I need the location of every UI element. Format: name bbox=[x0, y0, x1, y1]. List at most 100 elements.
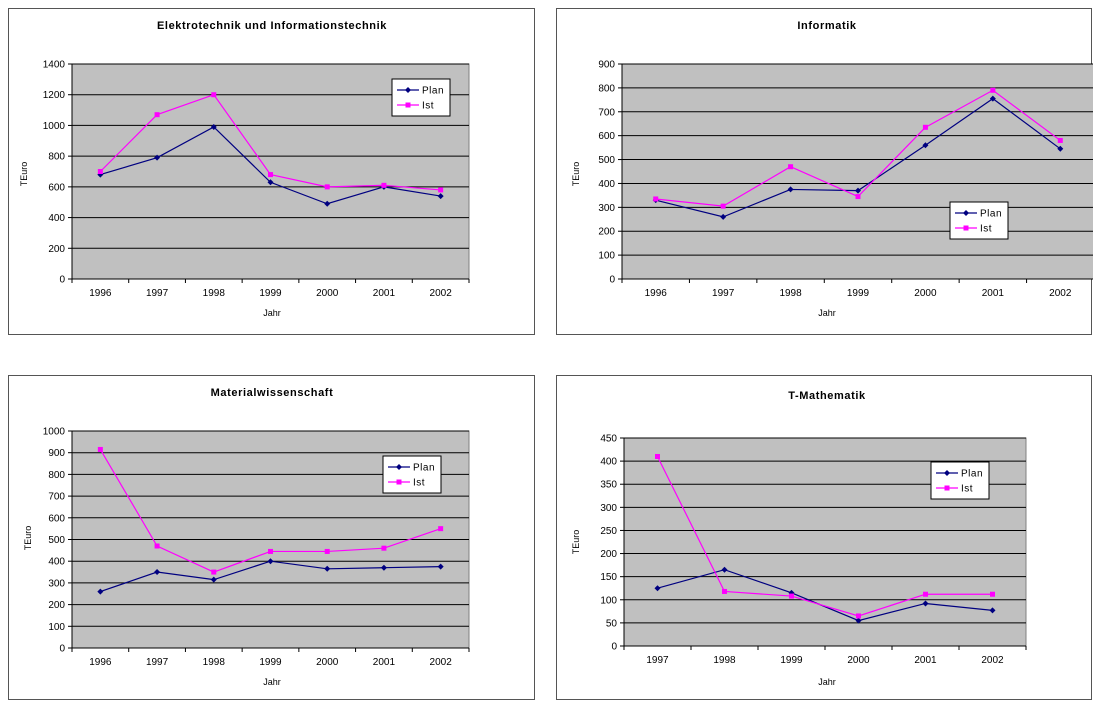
data-point-plan bbox=[154, 154, 161, 161]
data-point-ist bbox=[211, 569, 217, 575]
x-tick-label: 1996 bbox=[645, 288, 668, 299]
data-point-ist bbox=[990, 87, 996, 93]
x-tick-label: 2002 bbox=[430, 657, 453, 668]
y-tick-label: 400 bbox=[48, 557, 65, 568]
y-tick-label: 400 bbox=[48, 213, 65, 224]
data-point-plan bbox=[437, 563, 444, 570]
x-tick-label: 1997 bbox=[712, 288, 735, 299]
x-tick-label: 1999 bbox=[259, 657, 282, 668]
data-point-ist bbox=[97, 169, 103, 174]
x-axis-label: Jahr bbox=[263, 308, 281, 318]
x-tick-label: 2002 bbox=[981, 655, 1004, 666]
chart-panel-materialwissenschaft: Materialwissenschaft 0 100 200 300 400 500 600 7… bbox=[8, 375, 535, 700]
y-tick-label: 500 bbox=[48, 535, 65, 546]
data-point-ist bbox=[653, 196, 659, 202]
chart-panel-informatik: Informatik 0 100 200 300 400 500 600 700 800 900 19… bbox=[556, 8, 1093, 335]
series-line-plan bbox=[657, 569, 993, 622]
y-tick-label: 200 bbox=[48, 244, 65, 255]
data-point-ist bbox=[990, 591, 995, 597]
y-tick-label: 1400 bbox=[43, 60, 66, 71]
y-tick-label: 450 bbox=[600, 434, 617, 445]
y-tick-label: 1200 bbox=[43, 90, 66, 101]
x-tick-label: 2001 bbox=[982, 288, 1005, 299]
chart-informatik: Informatik 0 100 200 300 400 500 600 700 800 900 19… bbox=[571, 20, 1093, 318]
data-point-ist bbox=[211, 92, 217, 98]
y-tick-label: 700 bbox=[598, 107, 615, 118]
legend-marker-plan bbox=[963, 210, 969, 216]
data-point-plan bbox=[380, 564, 387, 571]
y-tick-label: 700 bbox=[48, 492, 65, 503]
series-plan bbox=[97, 558, 444, 595]
data-point-ist bbox=[97, 446, 103, 452]
data-point-ist bbox=[154, 112, 160, 118]
y-tick-label: 350 bbox=[600, 480, 617, 491]
data-point-plan bbox=[721, 566, 728, 573]
data-point-ist bbox=[154, 543, 160, 549]
chart-panel-t-mathematik: T-Mathematik 0 50 100 150 200 250 300 350 400 450 1… bbox=[556, 375, 1092, 700]
y-tick-label: 600 bbox=[48, 513, 65, 524]
y-tick-label: 900 bbox=[48, 448, 65, 459]
x-tick-label: 1998 bbox=[203, 288, 226, 299]
series-ist bbox=[97, 446, 444, 575]
data-point-ist bbox=[855, 194, 861, 200]
data-point-ist bbox=[438, 526, 444, 532]
x-tick-label: 1999 bbox=[780, 655, 803, 666]
data-point-plan bbox=[210, 576, 217, 583]
x-tick-label: 2002 bbox=[430, 288, 453, 299]
data-point-plan bbox=[154, 569, 161, 576]
data-point-plan bbox=[267, 558, 274, 565]
x-tick-label: 1997 bbox=[646, 655, 669, 666]
data-point-plan bbox=[788, 589, 795, 596]
legend-marker-plan bbox=[396, 464, 402, 470]
y-tick-label: 200 bbox=[48, 600, 65, 611]
legend-box bbox=[949, 201, 1009, 240]
data-point-ist bbox=[268, 548, 273, 554]
x-tick-label: 1998 bbox=[779, 288, 802, 299]
data-point-plan bbox=[324, 565, 331, 572]
chart-title: T-Mathematik bbox=[788, 390, 866, 402]
data-point-plan bbox=[210, 123, 217, 130]
legend-box bbox=[930, 461, 990, 500]
legend-marker-plan bbox=[405, 87, 411, 93]
legend-label-plan: Plan bbox=[413, 463, 435, 474]
data-point-ist bbox=[720, 203, 726, 209]
y-tick-label: 200 bbox=[600, 549, 617, 560]
data-point-plan bbox=[855, 617, 862, 624]
data-point-plan bbox=[654, 585, 661, 592]
legend-label-plan: Plan bbox=[980, 209, 1002, 220]
series-line-ist bbox=[656, 456, 993, 617]
data-point-ist bbox=[923, 591, 928, 597]
chart-panel-elektrotechnik: Elektrotechnik und Informationstechnik 0 2… bbox=[8, 8, 535, 335]
y-tick-label: 0 bbox=[59, 275, 65, 286]
chart-title: Materialwissenschaft bbox=[211, 387, 334, 399]
legend-marker-ist bbox=[963, 225, 969, 231]
series-ist bbox=[655, 453, 995, 619]
y-axis-label: TEuro bbox=[23, 526, 33, 551]
y-tick-label: 100 bbox=[600, 595, 617, 606]
x-tick-label: 1999 bbox=[847, 288, 870, 299]
data-point-plan bbox=[720, 213, 727, 220]
x-tick-label: 2002 bbox=[1049, 288, 1072, 299]
y-tick-label: 100 bbox=[598, 251, 615, 262]
data-point-plan bbox=[1057, 145, 1064, 152]
data-point-plan bbox=[989, 607, 996, 614]
chart-t-mathematik: T-Mathematik 0 50 100 150 200 250 300 350 400 450 1… bbox=[571, 390, 1027, 687]
data-point-ist bbox=[722, 588, 727, 594]
y-tick-label: 300 bbox=[598, 203, 615, 214]
y-tick-label: 500 bbox=[598, 155, 615, 166]
y-axis-label: TEuro bbox=[571, 162, 581, 187]
legend-marker-plan bbox=[944, 470, 950, 476]
x-tick-label: 1996 bbox=[89, 288, 112, 299]
data-point-plan bbox=[267, 179, 274, 186]
data-point-plan bbox=[324, 200, 331, 207]
legend: Plan Ist bbox=[382, 455, 442, 494]
y-axis-label: TEuro bbox=[571, 530, 581, 555]
x-axis-label: Jahr bbox=[263, 677, 281, 687]
data-point-ist bbox=[268, 172, 273, 178]
chart-title: Informatik bbox=[797, 20, 856, 32]
plot-area bbox=[621, 63, 1093, 280]
legend-box bbox=[391, 78, 451, 117]
y-tick-label: 800 bbox=[598, 83, 615, 94]
y-axis-label: TEuro bbox=[19, 162, 29, 187]
chart-elektrotechnik: Elektrotechnik und Informationstechnik 0 2… bbox=[19, 20, 470, 318]
